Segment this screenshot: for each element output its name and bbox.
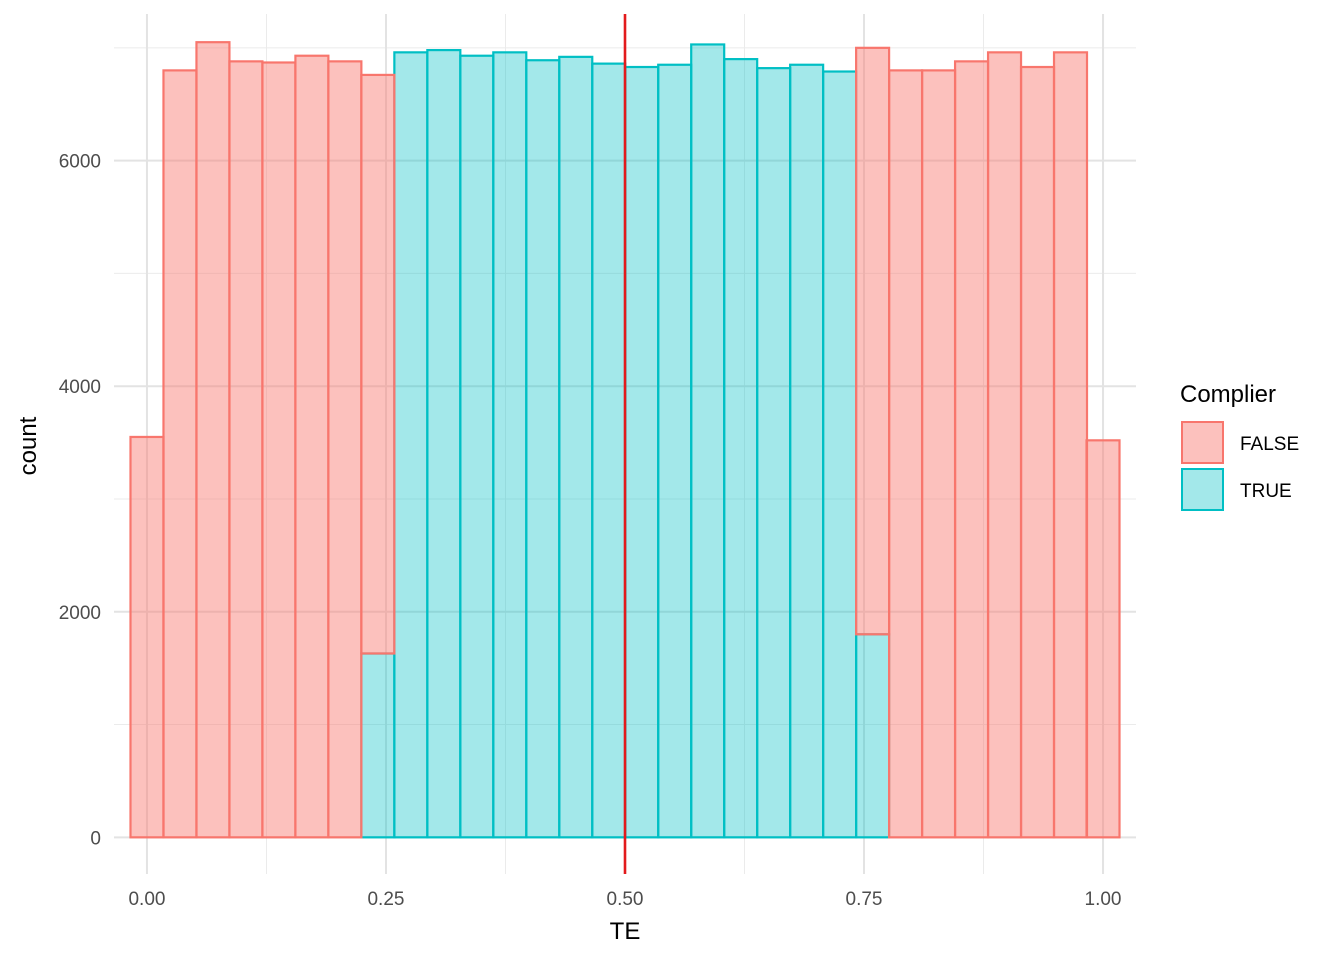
bar-false-7 [360,73,396,655]
bar-true-8 [393,51,429,839]
bar-false-5 [294,54,330,839]
bar-false-26 [986,51,1023,839]
bar-false-4 [261,61,297,839]
legend-label-false: FALSE [1240,434,1299,455]
bar-true-15 [624,65,660,839]
bar-false-23 [888,69,924,839]
bar-true-9 [426,48,462,839]
bar-true-19 [756,67,792,839]
bar-true-21 [822,70,858,839]
legend-swatch-true [1181,468,1224,511]
y-tick-label: 0 [90,828,101,849]
legend-swatch-false [1181,421,1224,464]
x-tick-label: 0.25 [367,889,404,910]
y-tick-label: 4000 [59,377,101,398]
bar-false-3 [228,60,264,839]
bar-true-16 [657,63,693,839]
bar-false-6 [327,60,363,839]
bar-false-0 [129,435,165,839]
legend-title: Complier [1180,381,1276,408]
bar-true-18 [723,58,759,839]
x-tick-label: 1.00 [1085,889,1122,910]
bar-false-27 [1019,65,1056,839]
bar-true-22 [855,633,891,839]
y-axis-title: count [15,416,42,475]
bar-true-11 [492,51,528,839]
y-tick-label: 2000 [59,603,101,624]
bar-true-20 [789,63,825,839]
bar-false-29 [1085,439,1121,839]
bar-false-24 [920,69,957,839]
x-axis-ticks: 0.00 0.25 0.50 0.75 1.00 [128,889,1121,910]
bar-false-2 [195,41,231,839]
x-tick-label: 0.00 [128,889,165,910]
bar-true-7 [360,652,396,839]
legend: Complier FALSE TRUE [1180,381,1299,511]
bar-true-10 [459,54,495,839]
y-tick-label: 6000 [59,152,101,173]
bar-true-13 [558,55,594,839]
x-tick-label: 0.50 [607,889,644,910]
bar-true-17 [690,43,726,839]
bar-true-12 [525,59,561,839]
bar-true-14 [591,62,627,839]
bar-false-25 [953,60,990,839]
bar-false-1 [162,69,198,839]
y-axis-ticks: 0 2000 4000 6000 [59,152,101,850]
legend-label-true: TRUE [1240,481,1292,502]
bar-false-28 [1052,51,1089,839]
x-tick-label: 0.75 [846,889,883,910]
bar-false-22 [855,46,891,636]
histogram-bars [129,41,1121,839]
x-axis-title: TE [610,918,641,945]
